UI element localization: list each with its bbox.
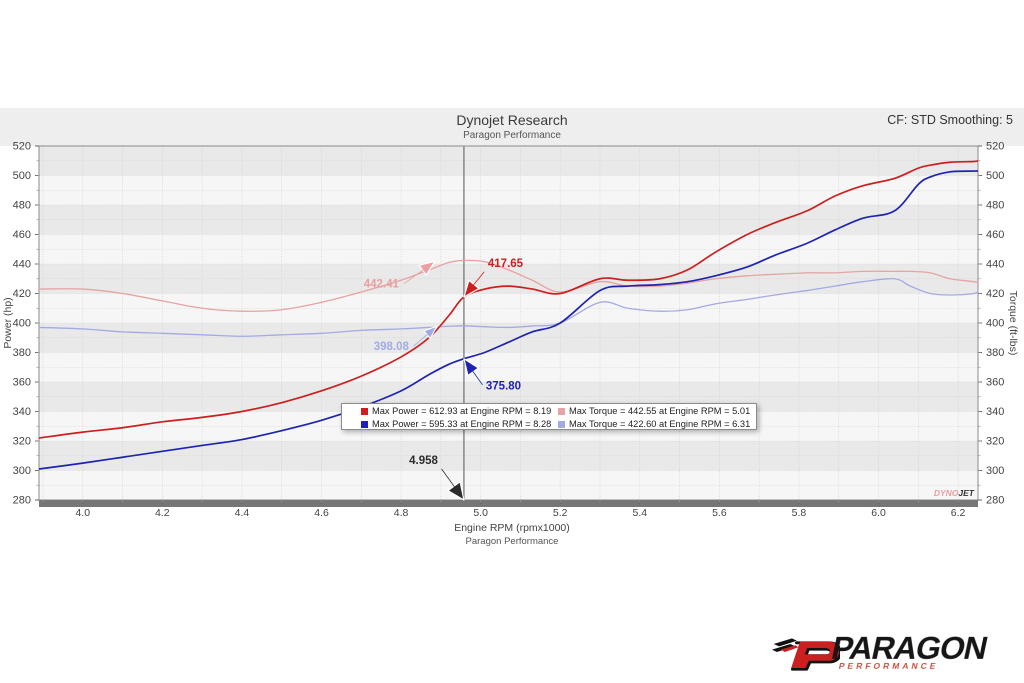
- svg-text:500: 500: [986, 170, 1004, 182]
- svg-text:400: 400: [986, 318, 1004, 330]
- svg-text:4.958: 4.958: [409, 455, 438, 467]
- svg-text:Power (hp): Power (hp): [2, 297, 14, 348]
- svg-text:5.2: 5.2: [553, 507, 568, 519]
- svg-text:4.4: 4.4: [235, 507, 250, 519]
- svg-text:5.4: 5.4: [632, 507, 647, 519]
- svg-text:420: 420: [13, 288, 31, 300]
- svg-text:360: 360: [13, 377, 31, 389]
- svg-text:280: 280: [13, 495, 31, 507]
- svg-text:5.8: 5.8: [792, 507, 807, 519]
- svg-text:DYNOJET: DYNOJET: [934, 488, 975, 498]
- svg-text:420: 420: [986, 288, 1004, 300]
- svg-text:417.65: 417.65: [488, 258, 524, 270]
- svg-text:460: 460: [986, 229, 1004, 241]
- svg-text:300: 300: [13, 465, 31, 477]
- svg-text:480: 480: [13, 200, 31, 212]
- svg-text:380: 380: [13, 347, 31, 359]
- svg-text:300: 300: [986, 465, 1004, 477]
- svg-text:460: 460: [13, 229, 31, 241]
- svg-text:340: 340: [986, 406, 1004, 418]
- svg-text:Torque (ft-lbs): Torque (ft-lbs): [1007, 291, 1019, 356]
- svg-text:375.80: 375.80: [486, 381, 521, 393]
- svg-text:6.0: 6.0: [871, 507, 886, 519]
- svg-text:442.41: 442.41: [364, 278, 400, 290]
- svg-text:520: 520: [13, 141, 31, 153]
- svg-text:4.8: 4.8: [394, 507, 409, 519]
- svg-text:5.0: 5.0: [473, 507, 488, 519]
- svg-text:500: 500: [13, 170, 31, 182]
- svg-text:480: 480: [986, 200, 1004, 212]
- svg-text:320: 320: [13, 436, 31, 448]
- svg-text:340: 340: [13, 406, 31, 418]
- svg-text:440: 440: [986, 259, 1004, 271]
- svg-text:4.0: 4.0: [75, 507, 90, 519]
- svg-text:440: 440: [13, 259, 31, 271]
- svg-text:360: 360: [986, 377, 1004, 389]
- svg-text:4.6: 4.6: [314, 507, 329, 519]
- svg-text:280: 280: [986, 495, 1004, 507]
- svg-text:5.6: 5.6: [712, 507, 727, 519]
- svg-text:380: 380: [986, 347, 1004, 359]
- svg-text:320: 320: [986, 436, 1004, 448]
- svg-text:400: 400: [13, 318, 31, 330]
- svg-text:4.2: 4.2: [155, 507, 170, 519]
- svg-text:520: 520: [986, 141, 1004, 153]
- svg-text:398.08: 398.08: [374, 341, 410, 353]
- svg-text:6.2: 6.2: [951, 507, 966, 519]
